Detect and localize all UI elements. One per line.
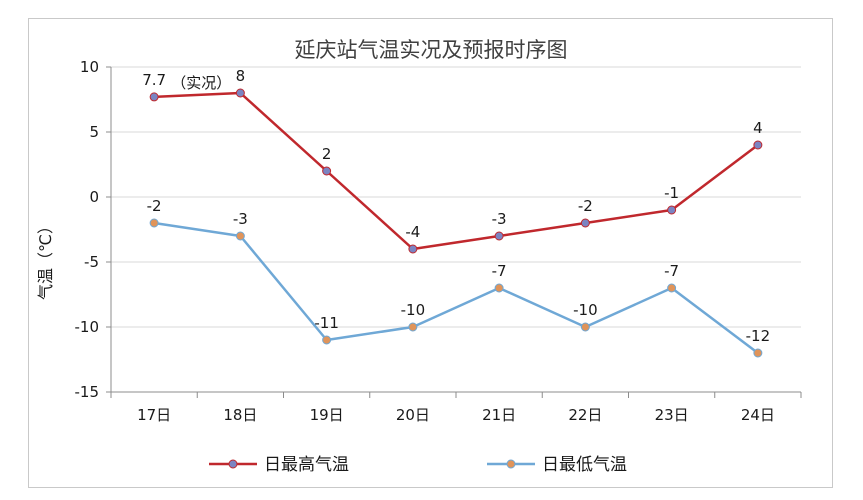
data-label: -3: [233, 210, 248, 228]
data-point: [753, 140, 763, 150]
data-point: [322, 335, 332, 345]
legend-label-1: 日最高气温: [264, 455, 349, 475]
data-label: -2: [147, 197, 162, 215]
data-label: 2: [322, 145, 332, 163]
data-point: [235, 88, 245, 98]
series-layer: 7.7 8 2 -4 -3 -2 -1 4 -2 -3 -11 -10 -7 -10 -7 -12 （实况）: [142, 67, 771, 358]
data-label: -7: [492, 262, 507, 280]
y-tick-label: 10: [80, 58, 99, 76]
series-line-1: [154, 91, 759, 251]
y-axis-title: 气温（℃）: [36, 218, 55, 300]
x-tick-label: 21日: [482, 406, 516, 424]
y-tick-label: 0: [89, 188, 99, 206]
chart-frame: 延庆站气温实况及预报时序图 气温（℃） 10 5 0 -5 -10 -15 17日 18日 19…: [28, 18, 833, 488]
x-tick-label: 19日: [310, 406, 344, 424]
x-tick-label: 20日: [396, 406, 430, 424]
data-label: -2: [578, 197, 593, 215]
data-point: [667, 283, 677, 293]
data-label: -3: [492, 210, 507, 228]
legend-label-2: 日最低气温: [542, 455, 627, 475]
data-point: [667, 205, 677, 215]
data-point: [408, 244, 418, 254]
data-label: -11: [314, 314, 339, 332]
chart-title: 延庆站气温实况及预报时序图: [295, 38, 568, 62]
data-point: [494, 283, 504, 293]
y-tick-label: -10: [75, 318, 100, 336]
y-tick-label: 5: [89, 123, 99, 141]
data-label: 8: [236, 67, 246, 85]
data-label: -7: [664, 262, 679, 280]
series-line-2: [153, 221, 759, 354]
x-tick-label: 24日: [741, 406, 775, 424]
annotation-observed: （实况）: [171, 74, 231, 92]
legend: 日最高气温 日最低气温: [209, 455, 627, 475]
x-tick-label: 23日: [655, 406, 689, 424]
data-point: [580, 218, 590, 228]
data-label: 4: [753, 119, 763, 137]
y-tick-label: -15: [75, 383, 100, 401]
data-point: [753, 348, 763, 358]
data-point: [408, 322, 418, 332]
grid-layer: [111, 66, 801, 328]
data-label: -10: [573, 301, 598, 319]
x-tick-label: 17日: [137, 406, 171, 424]
x-tick-label: 22日: [568, 406, 602, 424]
data-point: [149, 218, 159, 228]
data-label: -12: [746, 327, 771, 345]
data-point: [322, 166, 332, 176]
data-point: [149, 92, 159, 102]
data-label: -10: [401, 301, 426, 319]
x-tick-label: 18日: [223, 406, 257, 424]
data-point: [235, 231, 245, 241]
y-tick-label: -5: [84, 253, 99, 271]
legend-marker-1: [228, 459, 238, 469]
temperature-chart: 延庆站气温实况及预报时序图 气温（℃） 10 5 0 -5 -10 -15 17日 18日 19…: [36, 38, 802, 475]
legend-marker-2: [506, 459, 516, 469]
data-point: [580, 322, 590, 332]
data-label: -1: [664, 184, 679, 202]
data-point: [494, 231, 504, 241]
axis-layer: 10 5 0 -5 -10 -15 17日 18日 19日 20日 21日 22日 23日 24日: [75, 58, 802, 424]
data-label: 7.7: [142, 71, 166, 89]
data-label: -4: [405, 223, 420, 241]
